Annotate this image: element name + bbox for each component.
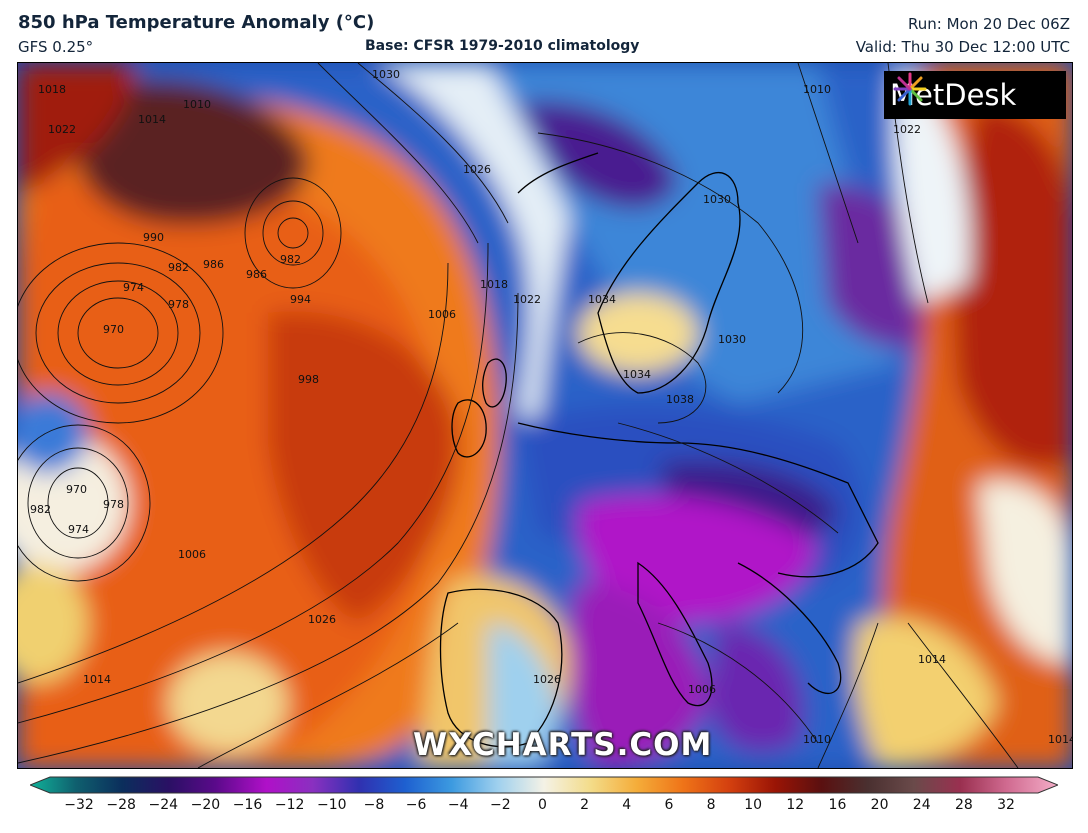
colorbar-tick-label: 8 — [706, 797, 716, 813]
isobar-label: 990 — [143, 231, 164, 244]
isobar-label: 1030 — [718, 333, 746, 346]
isobar-label: 1022 — [893, 123, 921, 136]
valid-time-label: Valid: Thu 30 Dec 12:00 UTC — [855, 38, 1070, 56]
isobar-label: 970 — [103, 323, 124, 336]
colorbar-tick-label: −2 — [490, 797, 511, 813]
colorbar-tick-label: 28 — [954, 797, 973, 813]
isobar-label: 1034 — [588, 293, 616, 306]
metdesk-logo[interactable]: MetDesk — [884, 71, 1066, 119]
isobar-label: 978 — [168, 298, 189, 311]
colorbar-tick-label: −16 — [232, 797, 263, 813]
colorbar-tick-label: 2 — [580, 797, 590, 813]
chart-title: 850 hPa Temperature Anomaly (°C) — [18, 12, 375, 33]
colorbar-tick-label: 24 — [912, 797, 931, 813]
colorbar-tick-label: 10 — [744, 797, 763, 813]
colorbar-tick-label: −4 — [447, 797, 469, 813]
isobar-label: 1030 — [703, 193, 731, 206]
colorbar — [30, 776, 1058, 794]
colorbar-tick-label: 20 — [870, 797, 889, 813]
isobar-label: 1018 — [480, 278, 508, 291]
colorbar-tick-label: 16 — [828, 797, 847, 813]
colorbar-tick-label: −32 — [64, 797, 94, 813]
colorbar-ticks: −32 −28 −24 −20 −16 −12 −10 −8 −6 −4 −2 0 2 4 6 8 10 12 16… — [0, 797, 1088, 819]
isobar-label: 1022 — [48, 123, 76, 136]
colorbar-tick-label: −24 — [148, 797, 179, 813]
metdesk-burst-icon — [893, 72, 927, 106]
isobar-label: 1006 — [428, 308, 456, 321]
isobar-label: 970 — [66, 483, 87, 496]
coastlines — [439, 152, 879, 748]
model-label: GFS 0.25° — [18, 38, 94, 56]
isobar-label: 982 — [30, 503, 51, 516]
colorbar-tick-label: −6 — [405, 797, 427, 813]
colorbar-tick-label: 6 — [664, 797, 674, 813]
colorbar-tick-label: 12 — [786, 797, 805, 813]
isobar-label: 1038 — [666, 393, 694, 406]
isobar-label: 978 — [103, 498, 124, 511]
isobar-label: 1026 — [308, 613, 336, 626]
isobar-label: 1014 — [918, 653, 946, 666]
isobar-label: 1010 — [183, 98, 211, 111]
isobar-label: 982 — [168, 261, 189, 274]
colorbar-tick-label: −12 — [274, 797, 305, 813]
colorbar-tick-label: −20 — [190, 797, 221, 813]
isobar-label: 1018 — [38, 83, 66, 96]
isobars — [18, 63, 1019, 768]
isobar-label: 998 — [298, 373, 319, 386]
temperature-shading — [18, 63, 1072, 768]
isobar-label: 1014 — [83, 673, 111, 686]
chart-header: 850 hPa Temperature Anomaly (°C) GFS 0.2… — [0, 0, 1088, 62]
anomaly-field: 1018 1022 1014 1010 990 982 974 970 978 … — [18, 63, 1072, 768]
isobar-label: 986 — [203, 258, 224, 271]
isobar-label: 974 — [68, 523, 89, 536]
wxcharts-watermark: WXCHARTS.COM — [413, 727, 713, 763]
isobar-label: 1030 — [372, 68, 400, 81]
colorbar-tick-label: −10 — [317, 797, 347, 813]
isobar-label: 1026 — [533, 673, 561, 686]
run-time-label: Run: Mon 20 Dec 06Z — [908, 15, 1070, 33]
isobar-label: 1014 — [138, 113, 166, 126]
colorbar-tick-label: 4 — [622, 797, 632, 813]
colorbar-tick-label: −8 — [363, 797, 385, 813]
colorbar-tick-label: −28 — [106, 797, 136, 813]
colorbar-tick-label: 0 — [538, 797, 547, 813]
isobar-label: 1010 — [803, 83, 831, 96]
isobar-label: 1034 — [623, 368, 651, 381]
colorbar-tick-label: 32 — [997, 797, 1015, 813]
isobar-labels: 1018 1022 1014 1010 990 982 974 970 978 … — [30, 68, 1072, 746]
isobar-label: 1006 — [178, 548, 206, 561]
isobar-label: 1010 — [803, 733, 831, 746]
isobar-label: 982 — [280, 253, 301, 266]
isobar-label: 1006 — [688, 683, 716, 696]
isobar-label: 1022 — [513, 293, 541, 306]
isobar-label: 986 — [246, 268, 267, 281]
isobar-label: 974 — [123, 281, 144, 294]
isobar-label: 1014 — [1048, 733, 1072, 746]
anomaly-map[interactable]: 1018 1022 1014 1010 990 982 974 970 978 … — [17, 62, 1073, 769]
climatology-base-label: Base: CFSR 1979-2010 climatology — [365, 38, 640, 54]
isobar-label: 1026 — [463, 163, 491, 176]
isobar-label: 994 — [290, 293, 311, 306]
